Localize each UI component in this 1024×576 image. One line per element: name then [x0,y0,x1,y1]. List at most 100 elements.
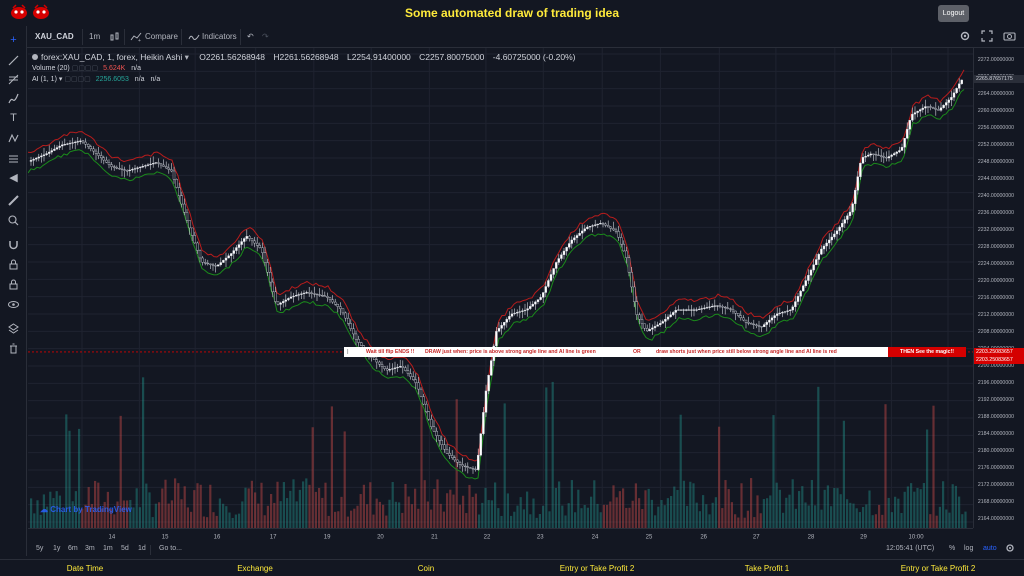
volume-bar [330,406,333,528]
candle-body [882,156,885,158]
candle-body [549,274,553,281]
layers-icon[interactable] [7,322,20,335]
range-1d[interactable]: 1d [138,545,146,552]
legend-low: L2254.91400000 [346,52,411,62]
footer-column-tp1: Take Profit 1 [744,564,790,573]
redo-icon[interactable]: ↷ [262,32,269,41]
candle-body [183,203,186,213]
volume-bar [442,511,445,528]
candle-body [887,156,891,159]
candle-body [185,212,189,221]
candle-body [42,154,46,157]
volume-bar [458,504,461,528]
fullscreen-icon[interactable] [981,30,993,44]
goto-button[interactable]: Go to... [159,545,182,552]
range-1y[interactable]: 1y [53,545,61,552]
undo-icon[interactable]: ↶ [247,32,254,41]
candle-body [386,368,389,371]
log-toggle[interactable]: log [964,545,974,552]
candle-body [61,144,64,147]
chart-style-icon[interactable] [110,32,120,44]
chevron-down-icon[interactable]: ▾ [56,76,63,83]
candle-body [776,313,779,316]
auto-toggle[interactable]: auto [983,545,997,552]
candle-body [66,143,69,145]
range-6m[interactable]: 6m [68,545,78,552]
candle-body [752,323,755,326]
logout-button[interactable]: Logout [938,5,969,22]
ai-study-label[interactable]: AI (1, 1) [32,76,57,83]
volume-bar [903,491,906,528]
candle-body [903,138,906,148]
compare-icon[interactable]: + [130,32,142,44]
compare-button[interactable]: Compare [145,32,178,41]
pattern-icon[interactable] [7,132,20,145]
volume-bar [407,496,410,528]
volume-bar [894,496,897,528]
volume-bar [177,483,180,528]
percent-toggle[interactable]: % [949,545,956,552]
volume-bar [551,381,554,528]
price-tick-label: 2200.00000000 [978,363,1014,369]
candle-body [344,312,347,319]
text-tool-icon[interactable]: T [10,112,17,124]
candle-body [321,294,324,297]
volume-bar [522,509,525,528]
trend-line-icon[interactable] [7,54,20,67]
volume-bar [769,495,772,528]
candle-body [861,157,865,164]
volume-bar [622,488,625,528]
range-1m[interactable]: 1m [103,545,113,552]
magnet-icon[interactable] [7,238,20,251]
gear-icon[interactable] [1005,543,1015,555]
zoom-icon[interactable] [7,214,20,227]
candle-body [456,459,459,463]
range-3m[interactable]: 3m [85,545,95,552]
candle-body [534,301,537,305]
volume-bar [481,502,484,528]
volume-bar [87,487,90,528]
study-controls-icon[interactable]: ▢▢▢▢ [71,65,99,72]
volume-bar [753,517,756,528]
candle-body [170,169,173,172]
prediction-icon[interactable] [7,152,20,165]
price-chart[interactable] [28,48,973,528]
volume-bar [250,480,253,528]
clock-readout[interactable]: 12:05:41 (UTC) [886,545,935,552]
fib-icon[interactable] [7,73,20,86]
camera-icon[interactable] [1003,30,1016,44]
ruler-icon[interactable] [7,194,20,207]
strategy-banner: | Wait till flip ENDS !! DRAW just when:… [344,347,888,357]
candle-body [497,328,501,332]
candle-body [495,331,498,347]
brush-icon[interactable] [7,92,20,105]
candle-body [677,309,680,311]
tradingview-watermark[interactable]: ☁ Chart by TradingView [40,505,132,514]
indicators-button[interactable]: Indicators [202,32,237,41]
candle-body [703,307,706,309]
range-5d[interactable]: 5d [121,545,129,552]
settings-icon[interactable] [959,30,971,44]
price-axis[interactable]: 2272.000000002268.000000002264.000000002… [973,48,1024,528]
candle-body [417,382,420,390]
symbol-search[interactable]: XAU_CAD [35,32,74,41]
trash-icon[interactable] [7,342,20,355]
indicators-icon[interactable] [188,32,200,44]
chevron-down-icon[interactable]: ▾ [182,52,189,62]
eye-icon[interactable] [7,298,20,311]
crosshair-icon[interactable]: + [10,34,17,46]
time-axis[interactable]: 14 15 16 17 19 20 21 22 23 24 25 26 27 28 29 10:00 [28,528,973,542]
lock-drawings-icon[interactable] [7,258,20,271]
candle-body [48,151,51,154]
back-arrow-icon[interactable]: ◀ [9,172,18,184]
candle-body [427,411,430,420]
interval-selector[interactable]: 1m [89,32,101,41]
volume-study-label[interactable]: Volume (20) [32,65,70,72]
range-bar: 5y 1y 6m 3m 1m 5d 1d Go to... 12:05:41 (… [28,542,1024,558]
candle-body [414,379,417,383]
lock-icon[interactable] [7,278,20,291]
legend-symbol[interactable]: forex:XAU_CAD, 1, forex, Heikin Ashi [41,52,183,62]
candle-body [612,228,615,231]
range-5y[interactable]: 5y [36,545,44,552]
study-controls-icon[interactable]: ▢▢▢▢ [64,76,91,83]
